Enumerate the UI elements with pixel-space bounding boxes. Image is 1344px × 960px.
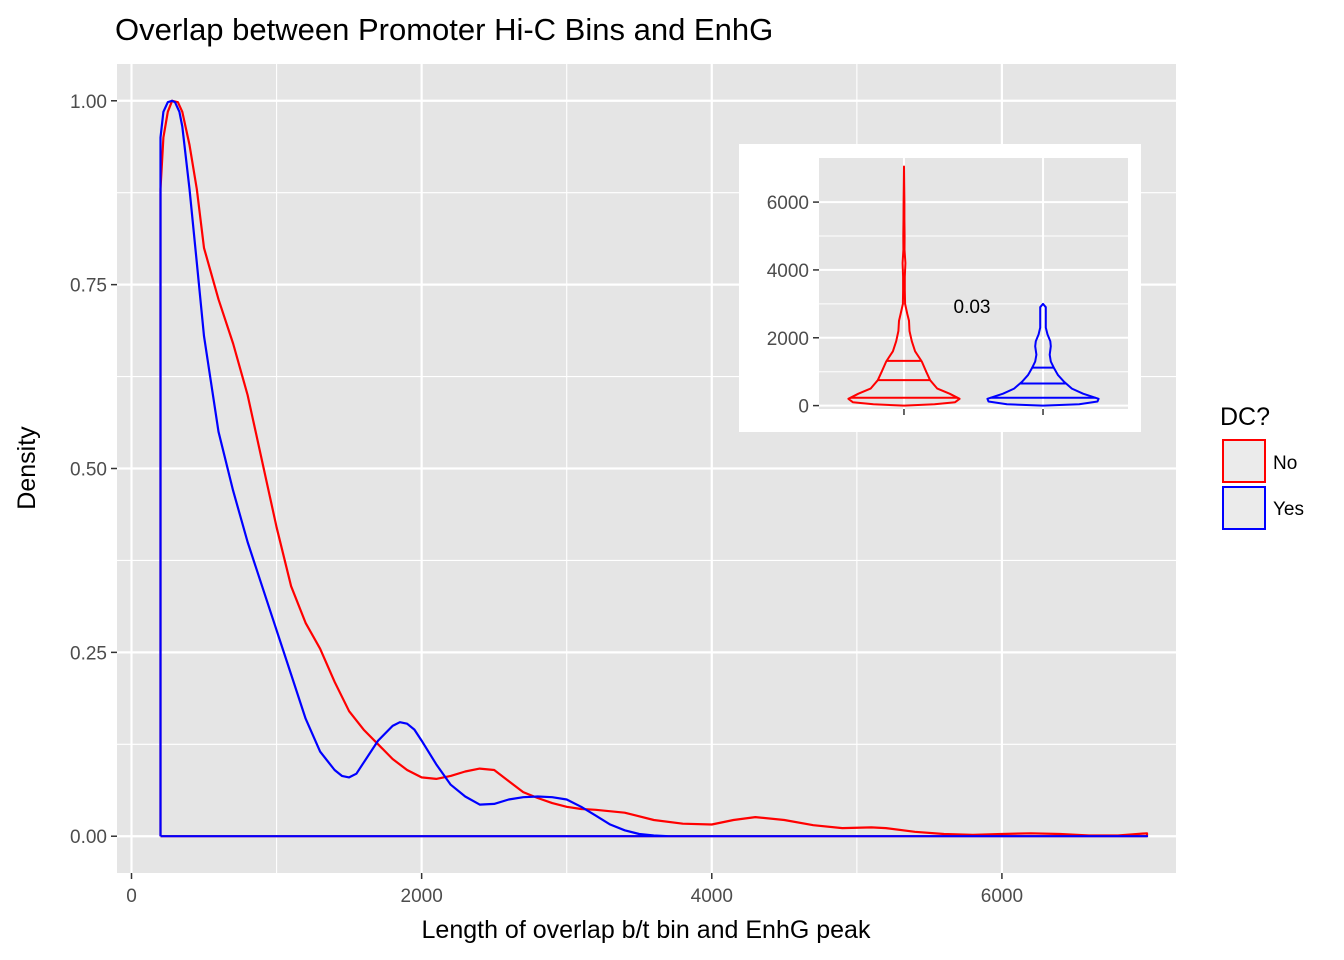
legend-key-yes [1222, 486, 1266, 530]
inset-y-tick-label: 4000 [767, 261, 809, 282]
y-tick-label: 0.75 [70, 276, 107, 297]
x-axis-title: Length of overlap b/t bin and EnhG peak [422, 916, 871, 944]
chart-title: Overlap between Promoter Hi-C Bins and E… [115, 12, 773, 47]
y-tick-label: 1.00 [70, 92, 107, 113]
p-value-annotation: 0.03 [954, 297, 991, 318]
x-tick-label: 2000 [401, 886, 443, 907]
legend-title: DC? [1220, 403, 1270, 431]
y-axis-title: Density [13, 426, 41, 510]
legend-item-no: No [1222, 439, 1297, 483]
legend-key-no [1222, 439, 1266, 483]
y-tick-label: 0.50 [70, 460, 107, 481]
x-tick-label: 4000 [691, 886, 733, 907]
density-line-yes [159, 99, 1149, 838]
y-tick-label: 0.25 [70, 643, 107, 664]
density-line-no [159, 99, 1149, 838]
inset-axes: 0 2000 4000 6000 [767, 193, 1044, 418]
legend-item-yes: Yes [1222, 486, 1304, 530]
x-tick-label: 0 [126, 886, 137, 907]
violin-no [847, 165, 961, 407]
violins [847, 165, 1100, 407]
density-lines [159, 99, 1149, 838]
inset-y-tick-label: 0 [798, 397, 809, 418]
legend-label-yes: Yes [1273, 499, 1304, 520]
x-tick-label: 6000 [981, 886, 1023, 907]
inset-y-tick-label: 6000 [767, 193, 809, 214]
inset-panel [819, 158, 1128, 409]
violin-yes [986, 302, 1100, 407]
main-axes: 0 2000 4000 6000 0.00 0.25 0.50 0.75 1.00 [70, 92, 1023, 907]
inset-y-tick-label: 2000 [767, 329, 809, 350]
legend-label-no: No [1273, 453, 1297, 474]
y-tick-label: 0.00 [70, 827, 107, 848]
